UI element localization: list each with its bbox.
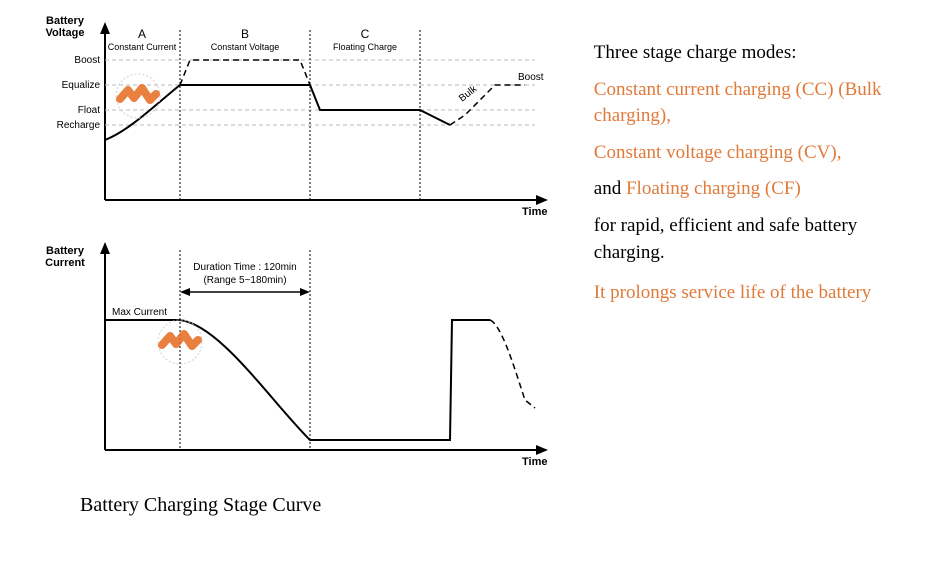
watermark-1: [116, 74, 160, 118]
stage-a-sub: Constant Current: [108, 42, 177, 52]
cv-text: Constant voltage charging (CV),: [594, 140, 930, 167]
stage-c-sub: Floating Charge: [333, 42, 397, 52]
svg-text:Recharge: Recharge: [57, 120, 101, 131]
voltage-x-label: Time: [522, 206, 547, 218]
desc-text: for rapid, efficient and safe battery ch…: [594, 213, 930, 266]
svg-text:Boost: Boost: [74, 55, 100, 66]
svg-text:Float: Float: [78, 105, 100, 116]
stage-a-letter: A: [138, 27, 146, 41]
voltage-x-arrow: [536, 195, 548, 205]
stage-b-letter: B: [241, 27, 249, 41]
chart-panel: Battery Voltage Time Boost Equalize Floa…: [20, 10, 574, 552]
voltage-y-label-1: Battery: [46, 15, 85, 27]
voltage-y-label-2: Voltage: [46, 27, 85, 39]
stage-b-sub: Constant Voltage: [211, 42, 280, 52]
voltage-chart: Battery Voltage Time Boost Equalize Floa…: [20, 10, 574, 230]
current-y-label-2: Current: [45, 257, 85, 269]
bulk-label: Bulk: [457, 83, 480, 104]
current-y-label-1: Battery: [46, 245, 85, 257]
boost-label: Boost: [518, 72, 544, 83]
benefit-text: It prolongs service life of the battery: [594, 280, 930, 307]
current-x-arrow: [536, 445, 548, 455]
voltage-svg: Battery Voltage Time Boost Equalize Floa…: [20, 10, 560, 230]
stage-c-letter: C: [361, 27, 370, 41]
current-y-arrow: [100, 242, 110, 254]
current-solid-curve: [105, 320, 490, 440]
text-panel: Three stage charge modes: Constant curre…: [574, 10, 930, 552]
cf-text: Floating charging (CF): [626, 178, 801, 199]
duration-label-1: Duration Time : 120min: [193, 262, 296, 273]
voltage-dashed-boost: [180, 60, 310, 85]
duration-arrow-right: [300, 288, 310, 296]
cc-text: Constant current charging (CC) (Bulk cha…: [594, 77, 930, 130]
current-chart: Battery Current Time Duration Time : 120…: [20, 230, 574, 490]
intro-text: Three stage charge modes:: [594, 40, 930, 67]
cf-line: and Floating charging (CF): [594, 176, 930, 203]
voltage-y-arrow: [100, 22, 110, 34]
duration-label-2: (Range 5~180min): [203, 275, 286, 286]
voltage-dashed-bulk: [450, 85, 525, 125]
current-dashed-tail: [490, 320, 535, 408]
max-current-label: Max Current: [112, 307, 167, 318]
current-svg: Battery Current Time Duration Time : 120…: [20, 230, 560, 490]
chart-caption: Battery Charging Stage Curve: [80, 494, 574, 517]
svg-text:Equalize: Equalize: [62, 80, 101, 91]
and-word: and: [594, 178, 626, 199]
duration-arrow-left: [180, 288, 190, 296]
current-x-label: Time: [522, 456, 547, 468]
